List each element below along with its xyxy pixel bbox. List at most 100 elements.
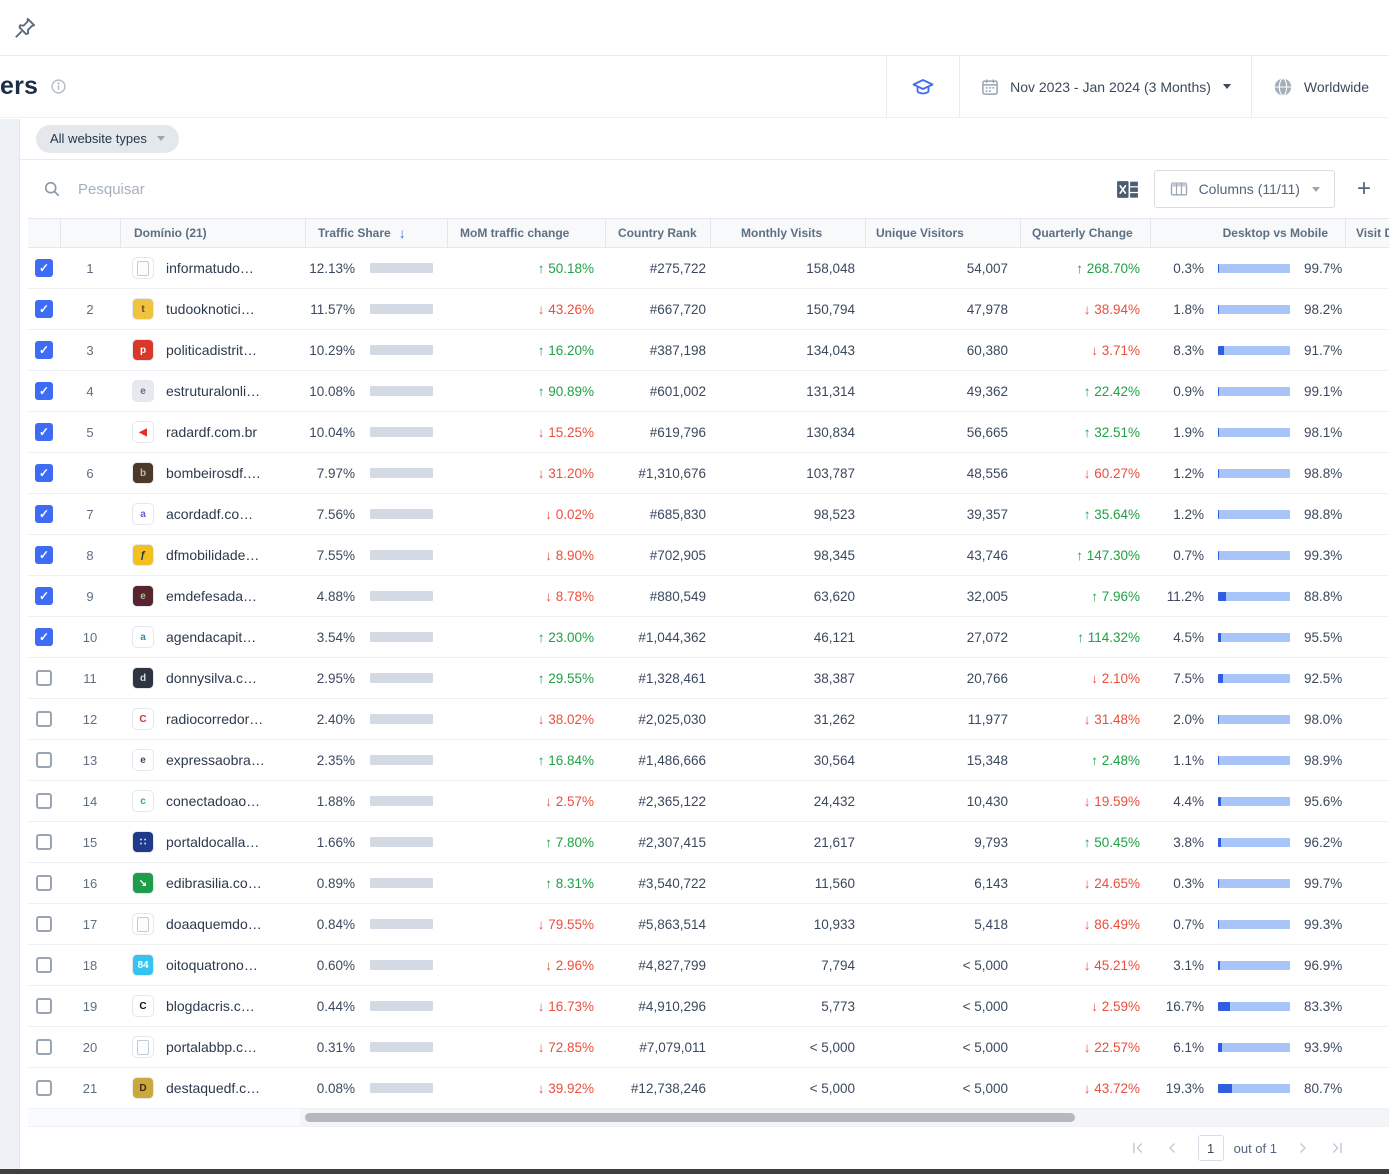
mom-change-value: ↑ 50.18% — [537, 260, 594, 276]
header-traffic-share[interactable]: Traffic Share ↓ — [305, 219, 447, 247]
domain-link[interactable]: estruturalonli… — [166, 383, 261, 399]
next-page-button[interactable] — [1295, 1140, 1311, 1156]
desktop-vs-mobile-bar — [1218, 263, 1290, 273]
header-quarterly-change[interactable]: Quarterly Change — [1020, 219, 1150, 247]
row-checkbox[interactable]: ✓ — [35, 587, 53, 605]
desktop-share-value: 7.5% — [1173, 670, 1204, 686]
header-country-rank[interactable]: Country Rank — [605, 219, 710, 247]
row-checkbox[interactable] — [36, 752, 52, 768]
domain-link[interactable]: tudooknotici… — [166, 301, 255, 317]
domain-link[interactable]: doaaquemdo… — [166, 916, 262, 932]
row-checkbox[interactable] — [36, 957, 52, 973]
pin-icon[interactable] — [8, 11, 42, 45]
desktop-share-value: 4.5% — [1173, 629, 1204, 645]
current-page-input[interactable]: 1 — [1197, 1135, 1224, 1161]
learning-hub-button[interactable] — [886, 55, 959, 118]
domain-link[interactable]: destaquedf.c… — [166, 1080, 261, 1096]
scrollbar-thumb[interactable] — [305, 1113, 1075, 1122]
search-box — [42, 179, 1115, 199]
desktop-share-fill — [1218, 550, 1219, 560]
row-checkbox[interactable] — [36, 875, 52, 891]
row-checkbox[interactable]: ✓ — [35, 341, 53, 359]
mom-change-value: ↓ 8.90% — [545, 547, 594, 563]
header-mom-change[interactable]: MoM traffic change — [447, 219, 605, 247]
filter-bar: All website types — [20, 118, 1389, 160]
domain-link[interactable]: agendacapit… — [166, 629, 257, 645]
domain-link[interactable]: conectadoao… — [166, 793, 261, 809]
last-page-button[interactable] — [1329, 1140, 1345, 1156]
row-checkbox[interactable] — [36, 1080, 52, 1096]
domain-link[interactable]: oitoquatrono… — [166, 957, 258, 973]
quarterly-change-value: ↑ 50.45% — [1083, 834, 1140, 850]
website-type-filter-chip[interactable]: All website types — [36, 124, 179, 153]
row-rank: 7 — [86, 506, 94, 522]
row-checkbox[interactable] — [36, 834, 52, 850]
columns-dropdown[interactable]: Columns (11/11) — [1153, 170, 1335, 208]
domain-link[interactable]: radiocorredor… — [166, 711, 264, 727]
quarterly-change-value: ↓ 2.10% — [1091, 670, 1140, 686]
monthly-visits-value: 5,773 — [821, 998, 855, 1014]
header-visit-duration[interactable]: Visit D — [1345, 219, 1389, 247]
row-checkbox[interactable] — [36, 670, 52, 686]
info-icon[interactable] — [50, 78, 67, 95]
table-header: Domínio (21) Traffic Share ↓ MoM traffic… — [28, 218, 1389, 248]
table-row: 19 C blogdacris.c… 0.44% ↓ 16.73% #4,910… — [28, 986, 1389, 1027]
domain-link[interactable]: emdefesada… — [166, 588, 258, 604]
monthly-visits-value: 130,834 — [806, 424, 855, 440]
mobile-share-value: 98.2% — [1304, 301, 1343, 317]
domain-link[interactable]: acordadf.co… — [166, 506, 254, 522]
domain-link[interactable]: edibrasilia.co… — [166, 875, 262, 891]
domain-link[interactable]: politicadistrit… — [166, 342, 258, 358]
mobile-share-value: 98.0% — [1304, 711, 1343, 727]
previous-page-button[interactable] — [1164, 1140, 1180, 1156]
domain-link[interactable]: bombeirosdf.… — [166, 465, 261, 481]
domain-link[interactable]: dfmobilidade… — [166, 547, 260, 563]
visit-duration-cell — [1345, 1068, 1389, 1108]
header-monthly-visits[interactable]: Monthly Visits — [710, 219, 865, 247]
desktop-share-fill — [1218, 960, 1221, 970]
row-checkbox[interactable]: ✓ — [35, 628, 53, 646]
domain-link[interactable]: blogdacris.c… — [166, 998, 255, 1014]
unique-visitors-value: 32,005 — [966, 588, 1008, 604]
domain-link[interactable]: informatudo… — [166, 260, 254, 276]
domain-link[interactable]: expressaobra… — [166, 752, 265, 768]
header-desktop-vs-mobile[interactable]: Desktop vs Mobile — [1150, 219, 1345, 247]
unique-visitors-value: 15,348 — [966, 752, 1008, 768]
row-checkbox[interactable] — [36, 916, 52, 932]
row-checkbox[interactable]: ✓ — [35, 300, 53, 318]
row-checkbox[interactable]: ✓ — [35, 546, 53, 564]
site-favicon: a — [132, 626, 154, 648]
row-checkbox[interactable]: ✓ — [35, 464, 53, 482]
row-checkbox[interactable]: ✓ — [35, 382, 53, 400]
row-checkbox[interactable]: ✓ — [35, 423, 53, 441]
row-checkbox[interactable] — [36, 998, 52, 1014]
monthly-visits-value: 158,048 — [806, 260, 855, 276]
add-competitor-button[interactable]: + — [1356, 175, 1371, 202]
row-checkbox[interactable]: ✓ — [35, 259, 53, 277]
search-input[interactable] — [78, 180, 378, 198]
region-selector[interactable]: Worldwide — [1250, 55, 1389, 118]
desktop-vs-mobile-bar — [1218, 509, 1290, 519]
row-checkbox[interactable] — [36, 793, 52, 809]
mom-change-value: ↑ 29.55% — [537, 670, 594, 686]
row-checkbox[interactable]: ✓ — [35, 505, 53, 523]
row-checkbox[interactable] — [36, 711, 52, 727]
domain-link[interactable]: portaldocalla… — [166, 834, 260, 850]
domain-link[interactable]: donnysilva.c… — [166, 670, 258, 686]
desktop-share-fill — [1218, 427, 1220, 437]
domain-link[interactable]: radardf.com.br — [166, 424, 258, 440]
header-domain[interactable]: Domínio (21) — [120, 219, 305, 247]
excel-export-button[interactable] — [1115, 177, 1140, 202]
quarterly-change-value: ↑ 7.96% — [1091, 588, 1140, 604]
unique-visitors-value: 47,978 — [966, 301, 1008, 317]
monthly-visits-value: 21,617 — [813, 834, 855, 850]
domain-link[interactable]: portalabbp.c… — [166, 1039, 258, 1055]
header-unique-visitors[interactable]: Unique Visitors — [865, 219, 1020, 247]
country-rank-value: #12,738,246 — [630, 1080, 706, 1096]
quarterly-change-value: ↑ 268.70% — [1076, 260, 1140, 276]
monthly-visits-value: < 5,000 — [809, 1080, 855, 1096]
first-page-button[interactable] — [1130, 1140, 1146, 1156]
unique-visitors-value: 49,362 — [966, 383, 1008, 399]
date-range-selector[interactable]: Nov 2023 - Jan 2024 (3 Months) — [959, 55, 1251, 118]
row-checkbox[interactable] — [36, 1039, 52, 1055]
